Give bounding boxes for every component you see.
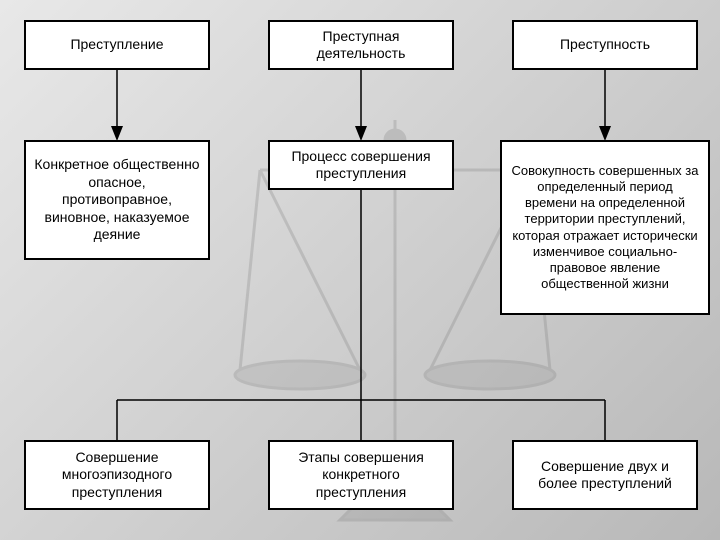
box-mid-aggregate: Совокупность совершенных за определенный… <box>500 140 710 315</box>
label: Этапы совершения конкретного преступлени… <box>278 449 444 502</box>
box-mid-process: Процесс совершения преступления <box>268 140 454 190</box>
box-top-activity: Преступная деятельность <box>268 20 454 70</box>
label: Совершение двух и более преступлений <box>522 458 688 493</box>
box-bot-stages: Этапы совершения конкретного преступлени… <box>268 440 454 510</box>
label: Совершение многоэпизодного преступления <box>34 449 200 502</box>
label: Процесс совершения преступления <box>278 148 444 183</box>
box-mid-deed: Конкретное общественно опасное, противоп… <box>24 140 210 260</box>
label: Конкретное общественно опасное, противоп… <box>34 156 200 244</box>
label: Совокупность совершенных за определенный… <box>510 163 700 293</box>
box-top-criminality: Преступность <box>512 20 698 70</box>
label: Преступность <box>560 36 650 54</box>
box-top-crime: Преступление <box>24 20 210 70</box>
box-bot-multi: Совершение многоэпизодного преступления <box>24 440 210 510</box>
label: Преступление <box>70 36 163 54</box>
box-bot-twoplus: Совершение двух и более преступлений <box>512 440 698 510</box>
label: Преступная деятельность <box>278 28 444 63</box>
